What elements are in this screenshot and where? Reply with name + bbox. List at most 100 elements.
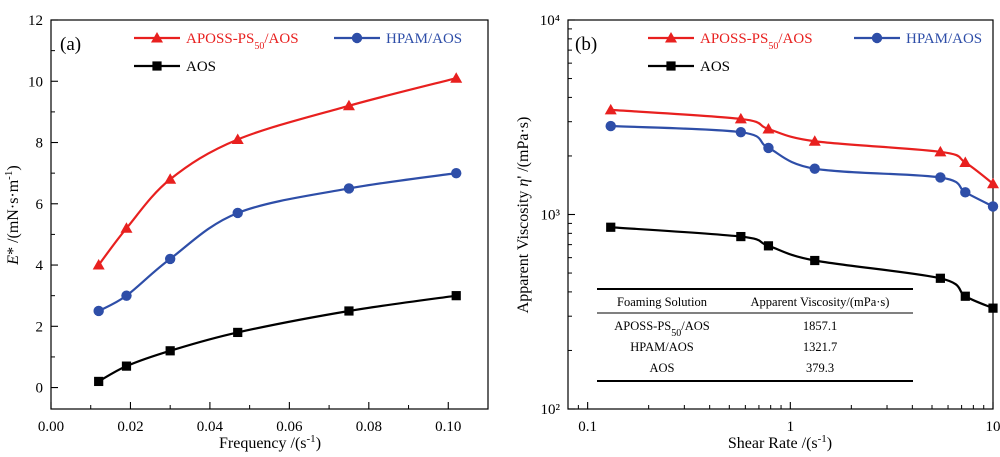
x-tick-label: 0.10 (435, 419, 461, 435)
y-axis-ticks-a: 0 2 4 6 8 10 12 (28, 13, 58, 397)
y-tick-label: 10 (28, 74, 43, 90)
x-tick-label: 10 (986, 419, 1000, 435)
data-point (987, 201, 999, 212)
legend-marker (152, 61, 162, 71)
legend-item: HPAM/AOS (334, 31, 462, 47)
series-line (610, 108, 994, 185)
y-axis-ticks-b: 10² 10³ 10⁴ (540, 13, 575, 418)
y-tick-label: 10⁴ (540, 13, 560, 29)
table-cell: APOSS-PS50/AOS (614, 319, 710, 339)
y-tick-label: 2 (36, 319, 44, 335)
table-cell: 1321.7 (803, 340, 837, 354)
series-circle (605, 120, 999, 212)
series-triangle (604, 103, 999, 189)
data-point (935, 273, 945, 283)
legend-item: APOSS-PS50/AOS (134, 31, 299, 52)
data-point (94, 376, 104, 387)
series-circle (93, 167, 462, 317)
legend-b: APOSS-PS50/AOS HPAM/AOS AOS (648, 31, 982, 75)
data-point (343, 183, 355, 194)
x-tick-label: 0.04 (197, 419, 224, 435)
table-row: APOSS-PS50/AOS 1857.1 (614, 319, 837, 339)
data-point (93, 305, 104, 317)
data-point (736, 231, 746, 242)
x-axis-title-a: Frequency /(s-1) (219, 433, 321, 452)
data-point (808, 135, 821, 146)
legend-item: AOS (648, 59, 730, 75)
table-cell: AOS (649, 361, 674, 375)
y-tick-label: 4 (36, 258, 44, 274)
data-point (92, 259, 105, 270)
legend-label: HPAM/AOS (906, 31, 982, 47)
panel-label-a: (a) (60, 34, 81, 55)
legend-marker (871, 32, 883, 44)
legend-marker (151, 32, 163, 43)
data-point (606, 222, 616, 232)
data-point (809, 163, 820, 174)
table-header-cell: Apparent Viscosity/(mPa·s) (751, 295, 890, 309)
table-row: AOS 379.3 (649, 361, 834, 375)
x-tick-label: 0.00 (38, 419, 64, 435)
data-point (959, 156, 972, 168)
data-point (451, 291, 461, 301)
y-tick-label: 12 (28, 13, 43, 29)
y-axis-title-b: Apparent Viscosity η' /(mPa·s) (515, 117, 532, 314)
series-line (98, 172, 457, 312)
viscosity-table: Foaming Solution Apparent Viscosity/(mPa·… (597, 288, 913, 382)
data-point (232, 207, 243, 219)
x-tick-label: 0.08 (356, 419, 382, 435)
series-triangle (92, 72, 463, 270)
plot-frame-a (50, 19, 489, 410)
legend-item: AOS (134, 59, 216, 75)
series-group-a (92, 72, 463, 387)
series-line (97, 77, 457, 266)
x-axis-ticks-a: 0.00 0.02 0.04 0.06 0.08 0.10 (38, 402, 461, 435)
table-cell: 379.3 (806, 361, 834, 375)
x-axis-title-b: Shear Rate /(s-1) (728, 433, 832, 452)
legend-a: APOSS-PS50/AOS HPAM/AOS AOS (134, 31, 462, 75)
table-cell: 1857.1 (803, 319, 837, 333)
data-point (987, 177, 999, 189)
x-axis-ticks-b: 0.1 1 10 (577, 402, 1000, 435)
series-line (98, 294, 457, 383)
y-tick-label: 6 (36, 197, 44, 213)
legend-label: AOS (186, 59, 216, 75)
y-tick-label: 8 (36, 136, 44, 152)
data-point (810, 255, 820, 266)
table-header-cell: Foaming Solution (617, 295, 708, 309)
legend-marker (351, 32, 363, 44)
legend-label: AOS (700, 59, 730, 75)
series-square (606, 222, 998, 313)
data-point (960, 187, 971, 198)
y-axis-title-a: E* /(mN·s·m-1) (3, 165, 22, 265)
data-point (121, 361, 132, 371)
panel-b: 0.1 1 10 10² 10³ 10⁴ (b) Shear Rate /(s-1) A… (515, 13, 1000, 452)
data-point (344, 306, 354, 316)
legend-label: HPAM/AOS (386, 31, 462, 47)
x-tick-label: 0.06 (276, 419, 303, 435)
y-tick-label: 0 (36, 381, 44, 397)
data-point (121, 290, 132, 301)
table-cell: HPAM/AOS (630, 340, 694, 354)
data-point (763, 241, 774, 251)
data-point (988, 303, 998, 313)
panel-label-b: (b) (575, 34, 597, 55)
data-point (164, 173, 177, 184)
data-point (165, 346, 175, 356)
legend-marker (666, 61, 676, 71)
data-point (763, 142, 774, 154)
data-point (762, 123, 775, 134)
data-point (934, 145, 947, 157)
data-point (735, 126, 747, 138)
table-row: HPAM/AOS 1321.7 (630, 340, 837, 354)
data-point (342, 99, 355, 111)
data-point (120, 222, 133, 233)
data-point (960, 291, 970, 301)
data-point (604, 103, 617, 115)
legend-item: APOSS-PS50/AOS (648, 31, 813, 52)
data-point (450, 72, 463, 83)
data-point (734, 112, 747, 124)
x-tick-label: 0.1 (578, 419, 597, 435)
y-tick-label: 10² (541, 402, 561, 418)
